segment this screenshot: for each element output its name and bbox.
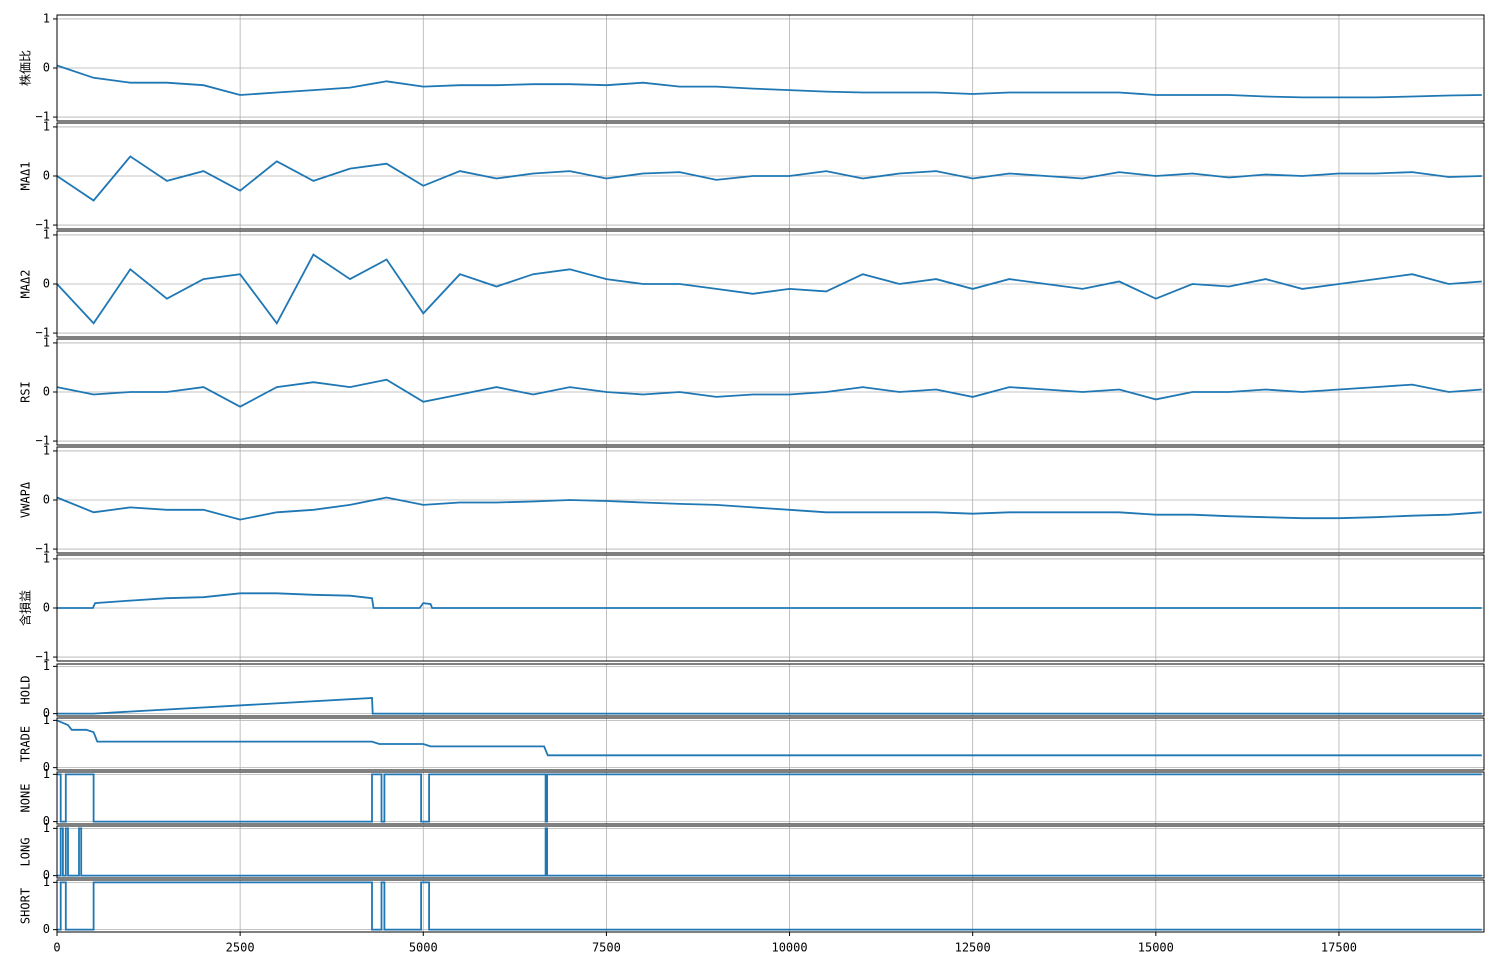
- data-line: [57, 697, 1482, 715]
- y-tick-label: 1: [43, 659, 50, 673]
- x-tick-label: 2500: [226, 941, 255, 955]
- x-tick-label: 15000: [1138, 941, 1174, 955]
- data-line: [57, 827, 1482, 877]
- y-axis-label: LONG: [19, 838, 33, 867]
- y-tick-label: 1: [43, 875, 50, 889]
- data-line: [57, 881, 1482, 931]
- y-tick-label: 1: [43, 443, 50, 457]
- y-tick-label: −1: [36, 218, 50, 232]
- y-tick-label: 1: [43, 335, 50, 349]
- x-tick-label: 0: [53, 941, 60, 955]
- axes-frame: [56, 663, 1485, 717]
- x-tick-label: 10000: [771, 941, 807, 955]
- x-tick-label: 12500: [955, 941, 991, 955]
- data-line: [56, 378, 1482, 408]
- axes-frame: [56, 879, 1485, 933]
- y-tick-label: 0: [43, 277, 50, 291]
- axes-frame: [56, 122, 1485, 230]
- y-tick-label: 0: [43, 706, 50, 720]
- data-line: [56, 64, 1482, 99]
- axes-frame: [56, 825, 1485, 879]
- y-axis-label: SHORT: [19, 888, 33, 924]
- y-tick-label: 0: [43, 601, 50, 615]
- y-axis-label: NONE: [19, 784, 33, 813]
- y-tick-label: 1: [43, 821, 50, 835]
- y-axis-label: TRADE: [19, 726, 33, 762]
- y-tick-label: 1: [43, 713, 50, 727]
- data-line: [56, 496, 1482, 521]
- y-axis-label: HOLD: [19, 676, 33, 705]
- y-tick-label: 0: [43, 868, 50, 882]
- axes-frame: [56, 14, 1485, 122]
- y-axis-label: 株価比: [18, 50, 33, 86]
- y-axis-label: VWAPΔ: [19, 481, 33, 518]
- data-line: [56, 155, 1482, 202]
- y-tick-label: 0: [43, 61, 50, 75]
- y-axis-label: MAΔ2: [19, 270, 33, 299]
- y-axis-label: 含損益: [18, 590, 33, 626]
- axes-frame: [56, 446, 1485, 554]
- y-axis-label: RSI: [19, 381, 33, 403]
- axes-frame: [56, 554, 1485, 662]
- y-tick-label: 0: [43, 760, 50, 774]
- y-tick-label: 0: [43, 814, 50, 828]
- y-tick-label: 1: [43, 767, 50, 781]
- y-tick-label: 0: [43, 922, 50, 936]
- y-tick-label: 1: [43, 227, 50, 241]
- axes-frame: [56, 230, 1485, 338]
- x-tick-label: 7500: [592, 941, 621, 955]
- y-tick-label: −1: [36, 326, 50, 340]
- y-tick-label: −1: [36, 542, 50, 556]
- y-tick-label: 0: [43, 385, 50, 399]
- data-line: [56, 719, 1482, 757]
- y-axis-label: MAΔ1: [19, 162, 33, 191]
- axes-frame: [56, 771, 1485, 825]
- x-tick-label: 5000: [409, 941, 438, 955]
- axes-frame: [56, 717, 1485, 771]
- y-tick-label: 0: [43, 169, 50, 183]
- y-tick-label: 0: [43, 493, 50, 507]
- data-line: [57, 773, 1482, 823]
- y-tick-label: 1: [43, 119, 50, 133]
- y-tick-label: 1: [43, 551, 50, 565]
- y-tick-label: −1: [36, 650, 50, 664]
- y-tick-label: −1: [36, 434, 50, 448]
- x-tick-label: 17500: [1321, 941, 1357, 955]
- y-tick-label: 1: [43, 11, 50, 25]
- data-line: [57, 592, 1482, 609]
- y-tick-label: −1: [36, 110, 50, 124]
- axes-frame: [56, 338, 1485, 446]
- data-line: [56, 253, 1482, 325]
